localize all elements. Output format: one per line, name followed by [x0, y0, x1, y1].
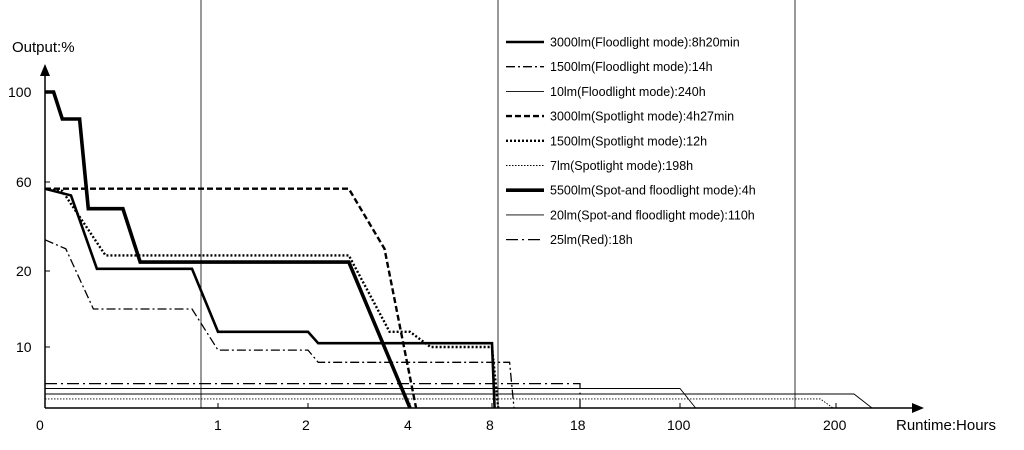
legend-label: 1500lm(Spotlight mode):12h	[550, 134, 707, 148]
series-line	[45, 383, 581, 408]
y-tick-label: 20	[16, 263, 32, 279]
legend: 3000lm(Floodlight mode):8h20min 1500lm(Fl…	[506, 36, 756, 247]
y-axis-title: Output:%	[12, 39, 75, 56]
y-ticks: 100 60 20 10	[8, 84, 32, 355]
y-tick-label: 10	[16, 339, 32, 355]
x-axis-arrow	[912, 403, 924, 413]
series-line	[45, 398, 834, 409]
legend-label: 25lm(Red):18h	[550, 233, 633, 247]
series-line	[45, 187, 418, 409]
series-line	[45, 393, 873, 409]
x-tick-label: 1	[214, 417, 222, 433]
x-tick-label: 200	[823, 417, 847, 433]
series-line	[44, 239, 515, 409]
series-line	[45, 90, 412, 409]
x-tick-label: 100	[667, 417, 691, 433]
x-tick-label: 4	[404, 417, 412, 433]
legend-label: 5500lm(Spot-and floodlight mode):4h	[550, 184, 756, 198]
series-line	[44, 187, 500, 409]
x-tick-label: 0	[36, 417, 44, 433]
legend-label: 1500lm(Floodlight mode):14h	[550, 60, 713, 74]
x-tick-label: 2	[302, 417, 310, 433]
legend-label: 7lm(Spotlight mode):198h	[550, 159, 693, 173]
x-ticks: 0 1 2 4 8 18 100 200	[36, 417, 847, 433]
y-tick-label: 60	[16, 174, 32, 190]
x-axis-title: Runtime:Hours	[896, 417, 996, 434]
series-layer	[44, 90, 873, 409]
legend-label: 20lm(Spot-and floodlight mode):110h	[550, 208, 755, 222]
legend-label: 3000lm(Spotlight mode):4h27min	[550, 110, 734, 124]
series-line	[45, 388, 696, 409]
series-line	[44, 187, 496, 409]
legend-label: 3000lm(Floodlight mode):8h20min	[550, 36, 740, 50]
x-tick-label: 8	[486, 417, 494, 433]
x-tick-label: 18	[570, 417, 586, 433]
y-axis-arrow	[40, 64, 50, 76]
y-tick-label: 100	[8, 84, 32, 100]
legend-label: 10lm(Floodlight mode):240h	[550, 85, 706, 99]
